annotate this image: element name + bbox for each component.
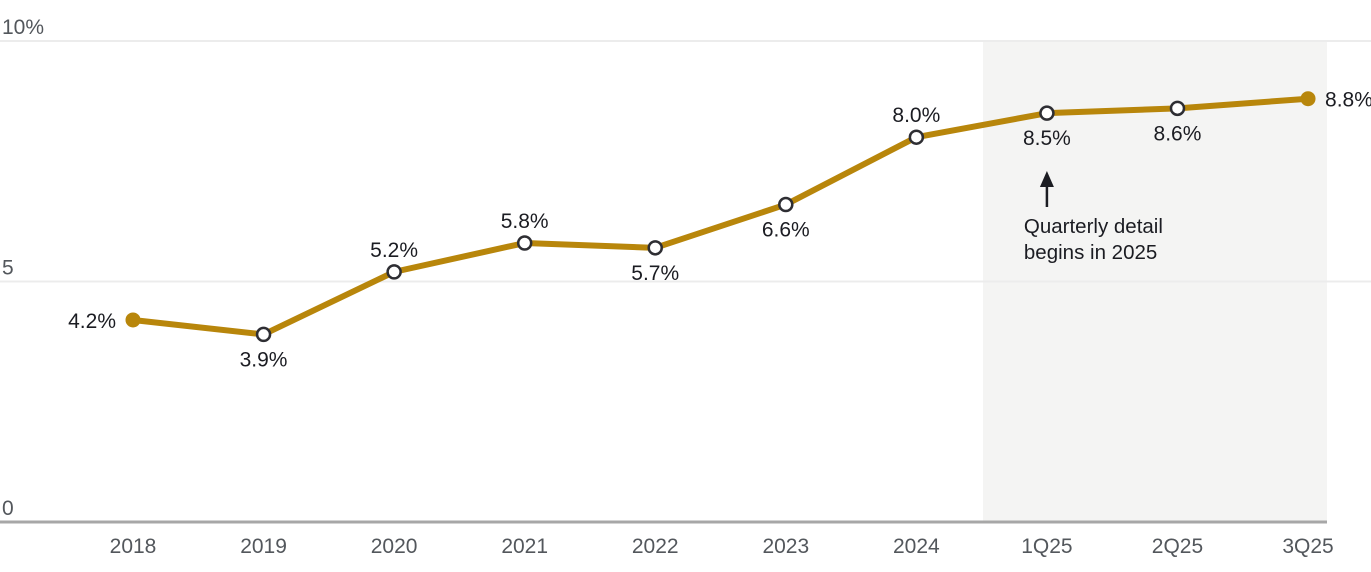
x-tick-label: 1Q25 [1021,535,1072,558]
annotation-text-line: Quarterly detail [1024,215,1163,238]
data-point-marker-open [647,240,663,256]
data-point-marker-open [386,264,402,280]
data-point-label: 3.9% [240,348,288,371]
data-point-label: 4.2% [68,310,116,333]
x-tick-label: 2022 [632,535,679,558]
y-tick-label: 0 [2,497,14,520]
x-tick-label: 2019 [240,535,287,558]
x-tick-label: 2024 [893,535,940,558]
trend-line [130,95,1312,338]
annotation-arrow-head [1039,171,1054,187]
data-point-label: 8.0% [892,104,940,127]
data-point-marker-open [778,196,794,213]
annotation-text-line: begins in 2025 [1024,241,1157,264]
x-tick-label: 2018 [110,535,157,558]
data-point-label: 8.6% [1154,122,1202,145]
data-point-label: 5.8% [501,210,549,233]
x-tick-label: 2Q25 [1152,535,1203,558]
data-point-marker-open [908,129,925,145]
data-point-marker-filled [1300,91,1316,107]
data-point-marker-open [255,326,272,343]
y-tick-label: 10% [2,16,44,39]
data-point-marker-open [1039,105,1055,121]
x-tick-label: 2021 [501,535,548,558]
data-point-label: 8.8% [1325,89,1371,112]
data-point-marker-open [1169,100,1186,117]
y-tick-label: 5 [2,257,14,280]
x-tick-label: 2023 [762,535,809,558]
x-tick-label: 2020 [371,535,418,558]
data-point-label: 5.2% [370,239,418,262]
data-point-label: 8.5% [1023,127,1071,150]
data-point-marker-filled [125,312,141,328]
x-tick-label: 3Q25 [1282,535,1333,558]
data-point-label: 5.7% [631,262,679,285]
data-point-marker-open [516,235,533,251]
data-point-label: 6.6% [762,219,810,242]
